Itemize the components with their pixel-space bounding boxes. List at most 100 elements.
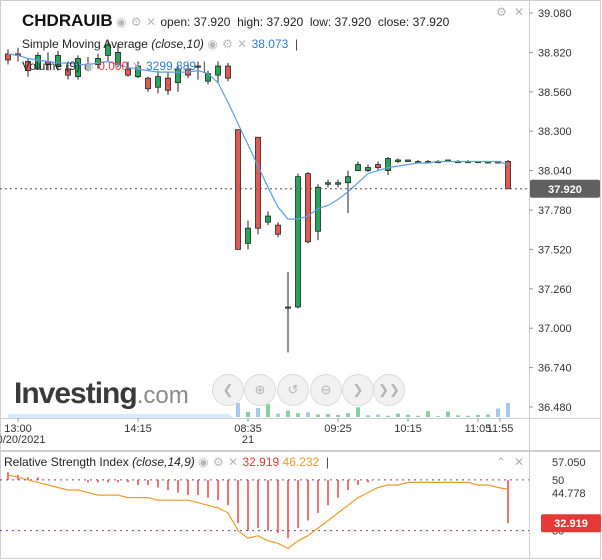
candle-body [295,176,301,308]
volume-bar [506,403,510,417]
price-tick-label: 36.740 [538,363,572,375]
price-tick-label: 38.300 [538,126,572,138]
volume-value-1: 0.000 [98,59,129,73]
rsi-signal-line [7,474,509,550]
close-icon[interactable]: ✕ [237,37,249,51]
settings-gear-icon[interactable]: ⚙ [496,5,507,19]
candle-body [355,164,361,172]
ohlc-high-label: high: [237,15,264,29]
volume-bar [426,411,430,417]
candle-body [95,58,101,65]
candle-body [245,227,251,244]
candle-body [375,164,381,168]
last-price-tag-text: 37.920 [548,184,582,196]
candle-body [35,55,41,70]
volume-bar [346,413,350,417]
close-window-icon[interactable]: ✕ [514,455,525,469]
candle-body [325,182,331,185]
close-icon[interactable]: ✕ [131,59,143,73]
candle-body [105,44,111,56]
price-tick-label: 37.000 [538,323,572,335]
volume-bar [266,404,270,417]
rsi-value-tag-text: 32.919 [554,518,588,530]
candle-body [65,68,71,76]
eye-icon[interactable]: ◉ [198,455,210,469]
volume-bar [296,413,300,417]
candle-body [155,76,161,88]
volume-bar [276,413,280,417]
volume-bar [496,408,500,417]
price-tick-label: 37.520 [538,244,572,256]
candle-body [25,61,31,71]
nav-left-icon[interactable]: ❮ [212,374,244,406]
eye-icon[interactable]: ◉ [207,37,219,51]
investing-logo: Investing.com [14,377,189,411]
candle-body [225,65,231,79]
time-tick-label: 14:15 [124,423,152,435]
zoom-in-icon[interactable]: ⊕ [244,374,276,406]
time-tick-label: 08:35 [234,423,262,435]
reset-icon[interactable]: ↺ [277,374,309,406]
volume-bar [316,414,320,417]
volume-bars [8,403,510,418]
candle-body [235,129,241,250]
nav-right-icon[interactable]: ❯ [342,374,374,406]
volume-bar [406,414,410,417]
fast-forward-icon[interactable]: ❯❯ [373,374,405,406]
price-axis-ticks: 39.080 38.820 38.560 38.300 38.040 37.780 37.5… [529,8,572,414]
volume-bar [286,410,290,417]
last-price-tag [530,179,600,198]
candle-body [55,55,61,67]
sma-line [7,53,509,220]
symbol-label: CHDRAUIB [22,11,113,30]
volume-bar [386,415,390,417]
time-tick-label: 13:00 [4,423,32,435]
price-tick-label: 38.820 [538,47,572,59]
volume-value-2: 3299.889 [145,59,197,73]
time-tick-date: 10/20/2021 [0,434,46,446]
close-icon[interactable]: ✕ [145,15,158,29]
close-window-icon[interactable]: ✕ [514,5,525,19]
volume-bar [356,407,360,417]
price-tick-label: 37.260 [538,284,572,296]
candle-body [125,68,131,76]
volume-bar [436,416,440,417]
ohlc-close-value: 37.920 [412,15,450,29]
price-tick-label: 36.480 [538,402,572,414]
eye-icon[interactable]: ◉ [116,15,128,29]
time-tick-date: 21 [242,434,254,446]
eye-icon[interactable]: ◉ [83,59,95,73]
zoom-out-icon[interactable]: ⊖ [310,374,342,406]
sma-params: (close,10) [151,37,204,51]
candle-body [75,58,81,78]
time-tick-label: 11:05 [465,423,492,435]
candle-body [385,158,391,172]
volume-bar [416,415,420,417]
chevron-up-icon[interactable]: ⌃ [496,455,507,469]
candle-body [395,159,401,162]
close-icon[interactable]: ✕ [228,455,240,469]
volume-bar [336,414,340,417]
gear-icon[interactable]: ⚙ [222,37,234,51]
volume-bar [256,408,260,417]
candle-body [405,159,411,162]
ohlc-high-value: 37.920 [266,15,304,29]
volume-bar [486,414,490,417]
rsi-params: (close,14,9) [132,455,195,469]
rsi-legend: Relative Strength Index (close,14,9) ◉ ⚙… [4,455,330,469]
ohlc-low-value: 37.920 [334,15,372,29]
rsi-tick-label: 50 [552,475,564,487]
logo-suffix: .com [136,382,189,409]
price-tick-label: 39.080 [538,8,572,20]
candle-body [145,77,151,90]
gear-icon[interactable]: ⚙ [212,455,225,469]
rsi-value-tag [541,514,601,533]
volume-bar [246,411,250,417]
rsi-value: 32.919 [242,455,280,469]
gear-icon[interactable]: ⚙ [130,15,143,29]
candle-body [285,306,291,309]
candle-body [175,68,181,84]
volume-bar [466,415,470,417]
